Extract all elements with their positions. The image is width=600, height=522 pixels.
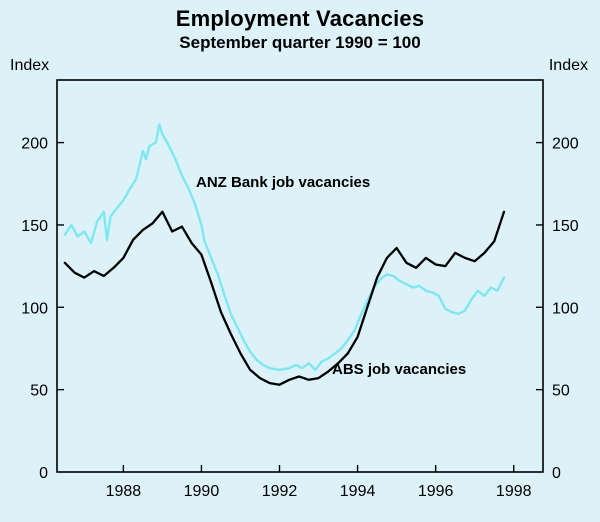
- y-tick-label-right: 0: [552, 465, 561, 482]
- x-tick-label: 1994: [340, 483, 376, 500]
- annotation-abs-series-label: ABS job vacancies: [332, 361, 467, 378]
- x-tick-label: 1988: [106, 483, 142, 500]
- series-line-abs: [63, 210, 506, 386]
- y-tick-label-left: 0: [39, 465, 48, 482]
- y-axis-unit-right: Index: [548, 57, 588, 74]
- x-tick-label: 1992: [262, 483, 298, 500]
- y-tick-label-left: 200: [21, 136, 48, 153]
- chart-subtitle: September quarter 1990 = 100: [179, 33, 421, 52]
- y-tick-label-left: 150: [21, 218, 48, 235]
- y-tick-label-right: 200: [552, 136, 579, 153]
- plot-frame: [56, 79, 544, 473]
- y-axis-unit-left: Index: [10, 57, 50, 74]
- y-tick-label-left: 100: [21, 300, 48, 317]
- y-tick-label-left: 50: [30, 383, 48, 400]
- annotation-anz-series-label: ANZ Bank job vacancies: [196, 174, 371, 191]
- y-tick-label-right: 100: [552, 300, 579, 317]
- y-tick-label-right: 150: [552, 218, 579, 235]
- x-tick-label: 1996: [418, 483, 454, 500]
- x-tick-label: 1990: [184, 483, 220, 500]
- series-line-anz: [63, 123, 506, 372]
- chart-title: Employment Vacancies: [175, 6, 425, 31]
- y-tick-label-right: 50: [552, 383, 570, 400]
- x-tick-label: 1998: [496, 483, 532, 500]
